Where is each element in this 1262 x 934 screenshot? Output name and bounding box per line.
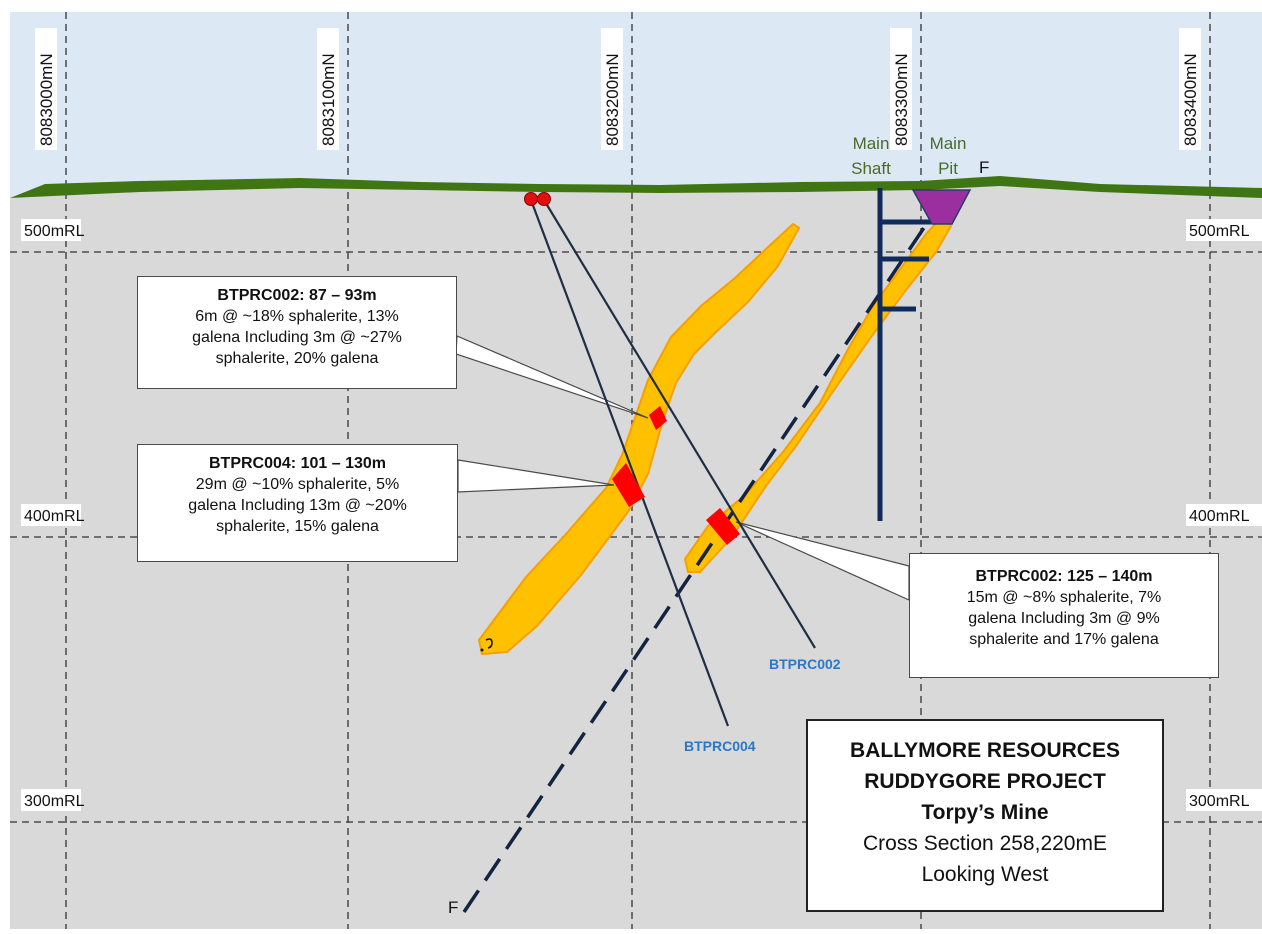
title-section: Cross Section 258,220mE	[863, 832, 1107, 855]
main-shaft-label-line1: Main	[853, 134, 890, 153]
title-company: BALLYMORE RESOURCES	[850, 739, 1120, 762]
drill-trace-btprc002	[543, 199, 816, 649]
fault-label-top: F	[979, 158, 989, 177]
callout-line: galena Including 3m @ 9%	[968, 610, 1160, 627]
callout-btprc002-87-93m: BTPRC002: 87 – 93m 6m @ ~18% sphalerite,…	[137, 276, 457, 389]
callout-line: galena Including 13m @ ~20%	[188, 497, 407, 514]
sky-area	[10, 12, 1262, 198]
callout-line: 29m @ ~10% sphalerite, 5%	[195, 476, 400, 493]
drill-trace-btprc004	[529, 199, 730, 727]
elevation-labels: 500mRL 400mRL 300mRL 500mRL 400mRL 300mR…	[21, 219, 1262, 811]
lens-end-marker	[485, 638, 493, 649]
fault-line	[462, 191, 950, 913]
title-box: BALLYMORE RESOURCES RUDDYGORE PROJECT To…	[806, 719, 1164, 912]
callout-header: BTPRC002: 87 – 93m	[217, 287, 377, 304]
elevation-label-right-500: 500mRL	[1189, 223, 1250, 240]
callout-line: 6m @ ~18% sphalerite, 13%	[195, 308, 399, 325]
callout-header: BTPRC002: 125 – 140m	[975, 568, 1153, 585]
title-orientation: Looking West	[921, 863, 1049, 886]
collar-btprc002	[537, 192, 551, 206]
northing-labels: 8083000mN 8083100mN 8083200mN 8083300mN …	[35, 28, 1201, 150]
lens-end-dot	[480, 648, 484, 652]
main-pit	[911, 189, 972, 225]
northing-label-3: 8083300mN	[892, 53, 911, 146]
callout-btprc002-125-140m: BTPRC002: 125 – 140m 15m @ ~8% sphalerit…	[909, 553, 1219, 678]
title-project: RUDDYGORE PROJECT	[864, 770, 1106, 793]
drillhole-label-btprc002: BTPRC002	[769, 656, 841, 672]
intercept-btprc002-87-93m	[649, 406, 667, 430]
drillhole-label-btprc004: BTPRC004	[684, 738, 756, 754]
elevation-label-left-400: 400mRL	[24, 508, 85, 525]
elevation-label-right-300: 300mRL	[1189, 793, 1250, 810]
main-shaft	[877, 188, 931, 521]
feature-labels: Main Shaft Main Pit	[851, 134, 966, 178]
intercept-btprc002-125-140m	[706, 508, 740, 545]
callout-pointer-2	[457, 459, 615, 493]
callout-line: sphalerite, 15% galena	[216, 518, 379, 535]
callout-header: BTPRC004: 101 – 130m	[209, 455, 386, 472]
elevation-label-right-400: 400mRL	[1189, 508, 1250, 525]
main-pit-label-line1: Main	[930, 134, 967, 153]
northing-label-4: 8083400mN	[1181, 53, 1200, 146]
callout-line: sphalerite and 17% galena	[969, 631, 1159, 648]
northing-label-2: 8083200mN	[603, 53, 622, 146]
northing-label-1: 8083100mN	[319, 53, 338, 146]
elevation-label-left-500: 500mRL	[24, 223, 85, 240]
collar-btprc004	[524, 192, 538, 206]
fault-label-bottom: F	[448, 898, 458, 917]
surface-topography	[10, 176, 1262, 198]
callout-line: 15m @ ~8% sphalerite, 7%	[966, 589, 1162, 606]
main-shaft-label-line2: Shaft	[851, 159, 891, 178]
callout-line: sphalerite, 20% galena	[215, 350, 379, 367]
orebody-upper-lens	[477, 222, 801, 656]
callout-btprc004-101-130m: BTPRC004: 101 – 130m 29m @ ~10% sphaleri…	[137, 444, 458, 562]
intercept-btprc004-101-130m	[612, 463, 645, 507]
northing-label-0: 8083000mN	[37, 53, 56, 146]
main-pit-label-line2: Pit	[938, 159, 958, 178]
elevation-label-left-300: 300mRL	[24, 793, 85, 810]
callout-line: galena Including 3m @ ~27%	[192, 329, 402, 346]
title-mine: Torpy’s Mine	[921, 801, 1049, 824]
